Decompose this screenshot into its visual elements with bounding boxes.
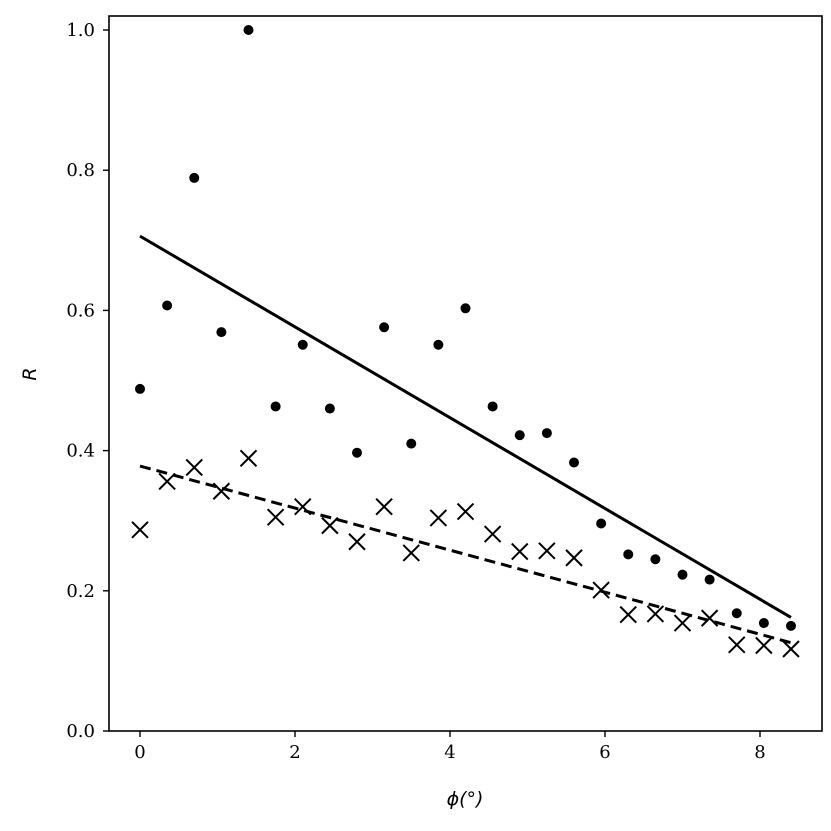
x-marker	[212, 482, 231, 500]
dot-marker	[731, 608, 742, 619]
dot-marker	[297, 339, 308, 350]
x-axis-label: ϕ(°)	[447, 788, 484, 810]
dot-marker	[541, 428, 552, 439]
x-tick-label: 0	[134, 742, 145, 763]
dot-marker	[677, 569, 688, 580]
x-marker	[646, 605, 665, 623]
dashed-fit-line	[139, 464, 792, 645]
dot-marker	[352, 447, 362, 458]
dot-marker	[786, 620, 796, 631]
y-tick-label: 1.0	[66, 20, 95, 41]
x-marker	[158, 472, 176, 491]
dot-marker	[514, 430, 525, 441]
x-marker	[673, 614, 692, 632]
x-tick-label: 6	[599, 742, 610, 763]
x-marker	[239, 449, 258, 468]
dot-marker	[596, 518, 607, 529]
x-marker	[321, 516, 339, 535]
dot-marker	[704, 574, 715, 585]
x-marker	[592, 581, 610, 599]
y-axis-label: R	[19, 367, 41, 380]
dot-marker	[162, 300, 173, 311]
x-marker	[755, 636, 773, 655]
dot-marker	[650, 554, 661, 565]
y-tick-label: 0.4	[66, 441, 95, 462]
x-marker	[375, 497, 393, 516]
x-marker	[402, 544, 420, 562]
dot-marker	[569, 457, 579, 468]
dot-marker	[324, 403, 335, 414]
x-marker	[565, 549, 583, 567]
dot-marker	[243, 25, 254, 36]
y-tick-label: 0.8	[66, 160, 95, 181]
x-marker	[294, 497, 312, 516]
dot-marker	[623, 549, 634, 560]
dot-marker	[270, 401, 281, 412]
dot-marker	[433, 339, 444, 350]
x-axis-ticks: 0 2 4 6 8	[134, 731, 766, 763]
x-tick-label: 4	[444, 742, 455, 763]
y-axis-ticks: 0.0 0.2 0.4 0.6 0.8 1.0	[66, 20, 109, 742]
x-marker	[538, 542, 556, 560]
dot-marker	[189, 172, 200, 183]
solid-fit-line	[139, 234, 792, 619]
data-series	[131, 25, 800, 658]
x-tick-label: 8	[754, 742, 765, 763]
x-tick-label: 2	[289, 742, 300, 763]
x-marker	[782, 640, 800, 658]
x-marker	[429, 509, 448, 527]
x-marker	[456, 502, 475, 521]
fit-lines	[139, 234, 792, 645]
dot-marker	[487, 401, 498, 412]
plot-frame	[108, 15, 823, 732]
dot-marker	[758, 618, 769, 629]
y-tick-label: 0.6	[66, 300, 95, 321]
y-tick-label: 0.2	[66, 581, 95, 602]
x-marker	[483, 525, 502, 543]
dot-marker	[379, 322, 390, 333]
dot-marker	[406, 438, 417, 449]
x-marker	[728, 636, 746, 654]
x-marker	[348, 533, 366, 551]
x-marker	[619, 605, 637, 624]
y-tick-label: 0.0	[66, 721, 95, 742]
x-marker	[266, 508, 285, 526]
x-marker	[700, 609, 719, 627]
x-marker	[511, 542, 529, 561]
dot-marker	[460, 303, 471, 314]
dot-marker	[135, 383, 145, 394]
x-marker	[185, 458, 203, 477]
x-marker	[131, 521, 149, 539]
dot-marker	[216, 327, 227, 338]
